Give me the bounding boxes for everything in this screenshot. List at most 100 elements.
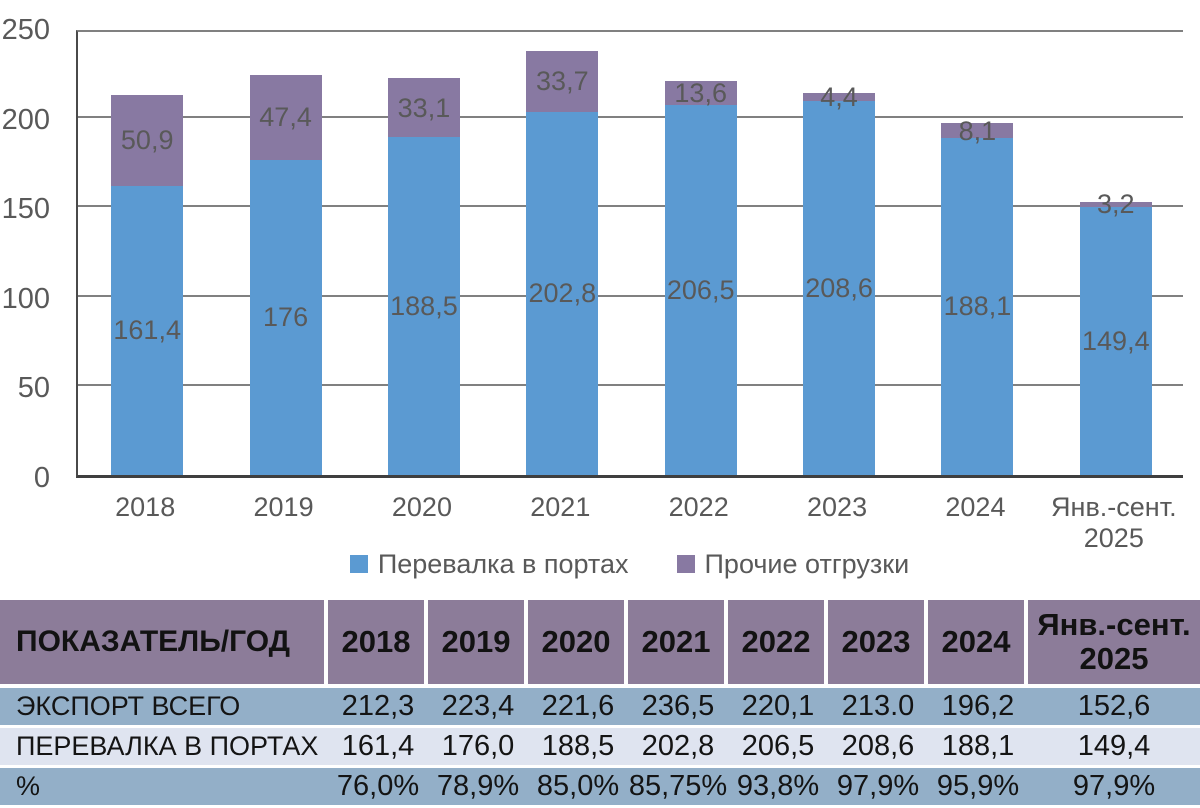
bar-segment-ports — [387, 137, 460, 475]
stacked-bar-chart: 0 50 100 150 200 250 161,4 50,9 176 47,4 188,5 33,… — [0, 15, 1200, 582]
x-axis-tick-label: 2021 — [530, 492, 591, 522]
legend-label-ports: Перевалка в портах — [377, 548, 629, 579]
bar-value-label-ports: 188,1 — [943, 291, 1012, 322]
bar-segment-ports — [1079, 207, 1152, 475]
table-cell: 97,9% — [828, 768, 928, 805]
legend-item-ports: Перевалка в портах — [349, 548, 629, 580]
table-header-year: 2018 — [328, 600, 428, 684]
table-header-year: 2024 — [928, 600, 1028, 684]
bar-segment-ports — [941, 137, 1014, 475]
bar-value-label-ports: 206,5 — [666, 274, 735, 305]
table-header-year: 2021 — [628, 600, 728, 684]
table-row: % 76,0% 78,9% 85,0% 85,75% 93,8% 97,9% 95,9% 97,… — [0, 768, 1200, 805]
table-row-label: ПЕРЕВАЛКА В ПОРТАХ — [0, 728, 328, 765]
bar-value-label-ports: 202,8 — [528, 278, 597, 309]
table-header-year: 2019 — [428, 600, 528, 684]
bar-value-label-ports: 208,6 — [805, 273, 873, 304]
table-cell: 161,4 — [328, 728, 428, 765]
table-cell: 176,0 — [428, 728, 528, 765]
table-cell: 212,3 — [328, 688, 428, 725]
table-cell: 206,5 — [728, 728, 828, 765]
gridline — [78, 294, 1183, 297]
table-row-label: % — [0, 768, 328, 805]
bar-group: 188,5 33,1 — [355, 32, 493, 475]
table-cell: 208,6 — [828, 728, 928, 765]
chart-legend: Перевалка в портах Прочие отгрузки — [76, 546, 1183, 582]
x-axis-tick-label: 2020 — [391, 492, 452, 522]
bar-segment-ports — [664, 104, 737, 475]
plot-area: 161,4 50,9 176 47,4 188,5 33,1 202,8 33,7 206,5 1… — [76, 30, 1183, 478]
table-cell: 188,1 — [928, 728, 1028, 765]
table-header-year: 2023 — [828, 600, 928, 684]
table-cell: 78,9% — [428, 768, 528, 805]
table-cell: 97,9% — [1028, 768, 1200, 805]
y-axis-tick-label: 250 — [1, 14, 50, 46]
x-axis-tick-label: 2018 — [115, 492, 176, 522]
table-cell: 149,4 — [1028, 728, 1200, 765]
legend-label-other: Прочие отгрузки — [704, 548, 910, 579]
bar-segment-other — [526, 51, 599, 112]
bar-value-label-other: 33,7 — [536, 66, 589, 97]
x-axis-tick-label: Янв.-сент. 2025 — [1051, 492, 1177, 553]
bar-group: 208,6 4,4 — [770, 32, 908, 475]
bar-value-label-other: 3,2 — [1097, 189, 1135, 220]
bar-segment-ports — [249, 159, 322, 475]
bar-segment-other — [941, 123, 1014, 138]
legend-swatch-other-icon — [676, 555, 695, 573]
x-axis-labels: 2018 2019 2020 2021 2022 2023 2024 Янв.-сент. 2… — [0, 492, 1200, 562]
bar-segment-ports — [803, 101, 876, 475]
table-cell: 221,6 — [528, 688, 628, 725]
table-cell: 152,6 — [1028, 688, 1200, 725]
table-cell: 85,75% — [628, 768, 728, 805]
gridline — [78, 384, 1183, 387]
bar-value-label-other: 4,4 — [820, 82, 858, 113]
bar-value-label-ports: 149,4 — [1082, 326, 1150, 357]
bar-value-label-other: 47,4 — [259, 102, 312, 133]
table-header-row: ПОКАЗАТЕЛЬ/ГОД 2018 2019 2020 2021 2022 2023 20… — [0, 600, 1200, 684]
table-cell: 76,0% — [328, 768, 428, 805]
bar-group: 149,4 3,2 — [1047, 32, 1185, 475]
table-row-label: ЭКСПОРТ ВСЕГО — [0, 688, 328, 725]
table-cell: 85,0% — [528, 768, 628, 805]
table-row: ПЕРЕВАЛКА В ПОРТАХ 161,4 176,0 188,5 202,8 20… — [0, 728, 1200, 765]
table-header-indicator: ПОКАЗАТЕЛЬ/ГОД — [0, 600, 328, 684]
y-axis-labels: 0 50 100 150 200 250 — [0, 15, 50, 493]
y-axis-tick-label: 50 — [17, 372, 50, 405]
table-cell: 236,5 — [628, 688, 728, 725]
table-header-year: 2020 — [528, 600, 628, 684]
gridline — [78, 205, 1183, 208]
bar-segment-ports — [111, 185, 184, 475]
table-body: ЭКСПОРТ ВСЕГО 212,3 223,4 221,6 236,5 220,1 21… — [0, 688, 1200, 805]
bar-segment-other — [387, 77, 460, 138]
indicator-table: ПОКАЗАТЕЛЬ/ГОД 2018 2019 2020 2021 2022 2023 20… — [0, 600, 1200, 808]
bar-segment-other — [1079, 201, 1152, 208]
bar-segment-other — [664, 80, 737, 105]
table-cell: 95,9% — [928, 768, 1028, 805]
y-axis-tick-label: 100 — [1, 282, 50, 315]
table-cell: 202,8 — [628, 728, 728, 765]
table-header-year: Янв.-сент. 2025 — [1028, 600, 1200, 684]
bar-value-label-ports: 188,5 — [390, 291, 458, 322]
y-axis-tick-label: 200 — [1, 103, 50, 136]
table-header-year: 2022 — [728, 600, 828, 684]
bar-group: 176 47,4 — [216, 32, 354, 475]
bar-segment-ports — [526, 111, 599, 475]
bar-value-label-other: 50,9 — [120, 125, 174, 156]
legend-swatch-ports-icon — [349, 555, 368, 573]
table-cell: 188,5 — [528, 728, 628, 765]
table-cell: 220,1 — [728, 688, 828, 725]
table-cell: 213.0 — [828, 688, 928, 725]
gridline — [78, 115, 1183, 118]
y-axis-tick-label: 150 — [1, 193, 50, 226]
bar-value-label-other: 13,6 — [674, 77, 727, 108]
table-row: ЭКСПОРТ ВСЕГО 212,3 223,4 221,6 236,5 220,1 21… — [0, 688, 1200, 725]
table-cell: 223,4 — [428, 688, 528, 725]
x-axis-tick-label: 2022 — [668, 492, 729, 522]
bar-group: 206,5 13,6 — [632, 32, 770, 475]
x-axis-tick-label: 2024 — [945, 492, 1006, 522]
bar-value-label-other: 8,1 — [958, 115, 997, 146]
legend-item-other: Прочие отгрузки — [676, 548, 910, 580]
bar-value-label-ports: 176 — [263, 302, 309, 333]
bar-group: 161,4 50,9 — [78, 32, 216, 475]
